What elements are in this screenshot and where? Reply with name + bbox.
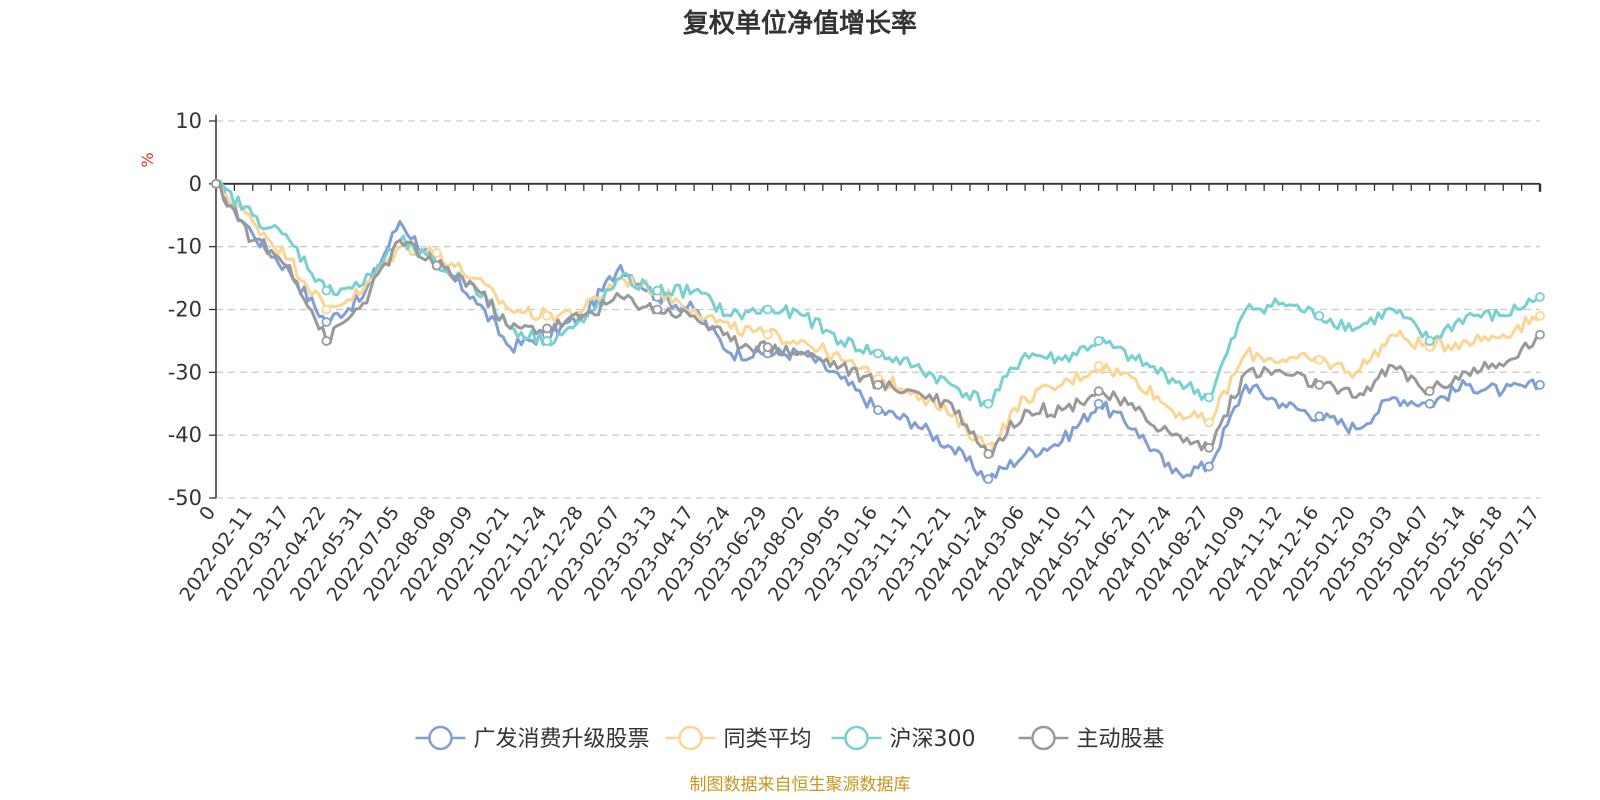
data-point [1204,461,1214,472]
data-point [873,405,883,415]
data-point [983,398,994,409]
legend-label: 沪深300 [890,727,976,752]
legend-marker [428,725,453,751]
y-tick-label: -20 [168,298,202,322]
legend-item-2[interactable]: 同类平均 [665,725,812,752]
legend-label: 同类平均 [724,727,812,752]
legend-label: 广发消费升级股票 [474,727,650,752]
legend-marker [844,725,869,751]
data-point [873,348,883,359]
data-point [1093,386,1104,397]
data-point [321,285,332,296]
legend-marker [678,725,703,751]
data-point [762,304,773,315]
y-axis-unit: % [138,152,157,167]
data-point [1535,379,1545,390]
data-point [1093,336,1104,346]
data-point [321,317,332,327]
legend-item-1[interactable]: 广发消费升级股票 [415,725,650,752]
legend-marker [1031,725,1056,751]
y-tick-label: -30 [168,360,202,384]
chart-title: 复权单位净值增长率 [683,8,917,39]
data-point [211,178,221,189]
data-point [1093,361,1104,371]
data-point [542,310,552,321]
data-point [1314,310,1325,321]
legend-label: 主动股基 [1077,727,1165,752]
data-point [1204,417,1214,428]
data-point [1314,354,1325,365]
data-point [1424,336,1435,346]
x-tick-labels: 02022-02-112022-03-172022-04-222022-05-3… [176,502,1545,605]
data-point [762,342,773,353]
data-point [1204,392,1214,403]
data-point [1535,292,1545,302]
data-point [321,336,332,346]
data-point [1314,411,1325,422]
series-line-1 [215,182,1542,482]
y-tick-label: 0 [189,172,202,196]
data-point [873,379,883,390]
data-point [983,474,994,485]
data-point [762,329,773,340]
y-tick-label: 10 [175,109,202,133]
data-point [652,304,663,315]
data-point [431,260,442,271]
data-point [431,248,442,258]
y-tick-label: -10 [168,235,202,259]
data-point [542,323,552,334]
grid-lines [216,120,1540,499]
data-point [652,285,663,296]
data-point [542,336,552,346]
data-point [1314,379,1325,390]
series-lines [211,178,1545,485]
data-point [1535,310,1545,321]
source-note: 制图数据来自恒生聚源数据库 [690,775,911,795]
legend-item-3[interactable]: 沪深300 [831,725,976,752]
axes [209,115,1542,499]
x-tick-label: 0 [195,502,220,525]
data-point [321,304,332,315]
y-tick-label: -50 [168,486,202,510]
y-tick-label: -40 [168,423,202,447]
data-point [1204,442,1214,453]
data-point [1535,329,1545,340]
data-point [1093,398,1104,409]
y-tick-labels: 10 0 -10 -20 -30 -40 -50 [168,109,202,510]
data-point [1424,386,1435,397]
legend-item-4[interactable]: 主动股基 [1018,725,1165,752]
legend[interactable]: 广发消费升级股票 同类平均 沪深300 主动股基 [415,725,1165,752]
data-point [983,449,994,459]
data-point [1424,398,1435,409]
